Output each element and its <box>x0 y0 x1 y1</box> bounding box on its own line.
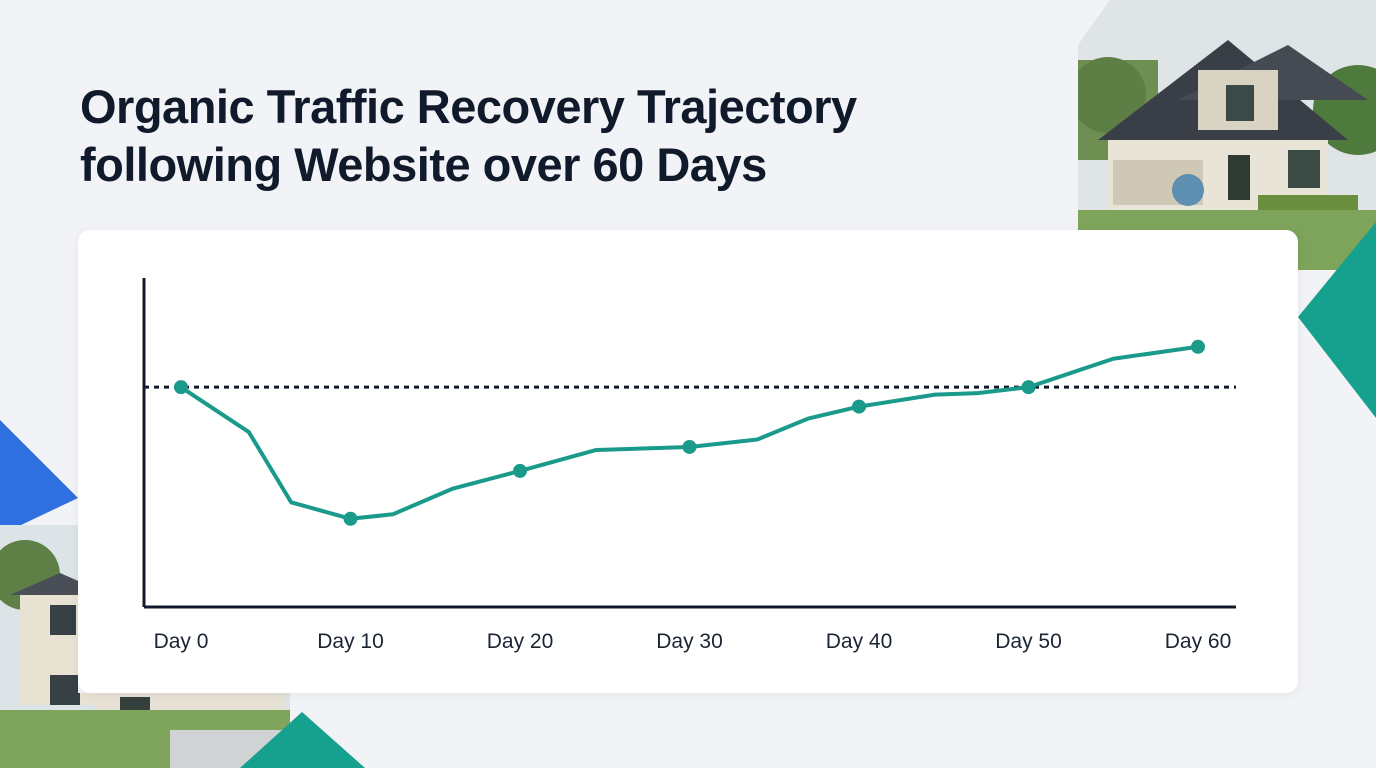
x-tick-label: Day 50 <box>995 630 1062 653</box>
data-point-marker <box>174 380 188 395</box>
x-tick-label: Day 60 <box>1165 630 1232 653</box>
x-tick-label: Day 30 <box>656 630 723 653</box>
teal-triangle-right <box>1298 222 1376 418</box>
page-title: Organic Traffic Recovery Trajectory foll… <box>80 78 1040 194</box>
x-tick-label: Day 0 <box>154 630 209 653</box>
data-point-marker <box>852 399 866 414</box>
x-tick-label: Day 10 <box>317 630 384 653</box>
data-point-marker <box>513 463 527 478</box>
series-line <box>179 344 1200 521</box>
data-point-marker <box>682 439 697 454</box>
data-point-marker <box>343 511 358 526</box>
line-chart: Day 0 Day 10 Day 20 Day 30 Day 40 Day 50 Day 6… <box>142 278 1236 653</box>
x-tick-label: Day 20 <box>487 630 554 653</box>
chart-card: Day 0 Day 10 Day 20 Day 30 Day 40 Day 50 Day 6… <box>78 230 1298 693</box>
data-point-marker <box>1021 380 1036 395</box>
teal-triangle-bottom <box>240 712 365 768</box>
data-point-marker <box>1191 339 1205 354</box>
blue-triangle-left <box>0 420 78 535</box>
title-line-2: following Website over 60 Days <box>80 138 767 191</box>
title-line-1: Organic Traffic Recovery Trajectory <box>80 80 857 133</box>
x-tick-label: Day 40 <box>826 630 893 653</box>
